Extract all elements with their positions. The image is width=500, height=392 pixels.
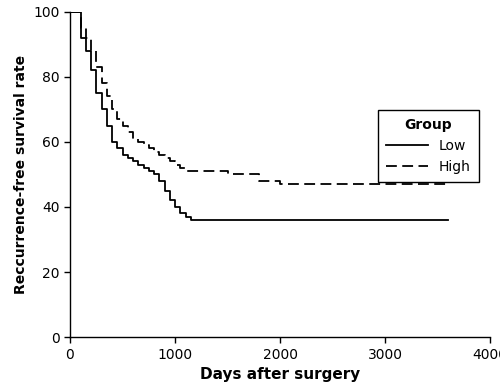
X-axis label: Days after surgery: Days after surgery bbox=[200, 367, 360, 382]
Y-axis label: Reccurrence-free survival rate: Reccurrence-free survival rate bbox=[14, 55, 28, 294]
Legend: Low, High: Low, High bbox=[378, 110, 479, 182]
